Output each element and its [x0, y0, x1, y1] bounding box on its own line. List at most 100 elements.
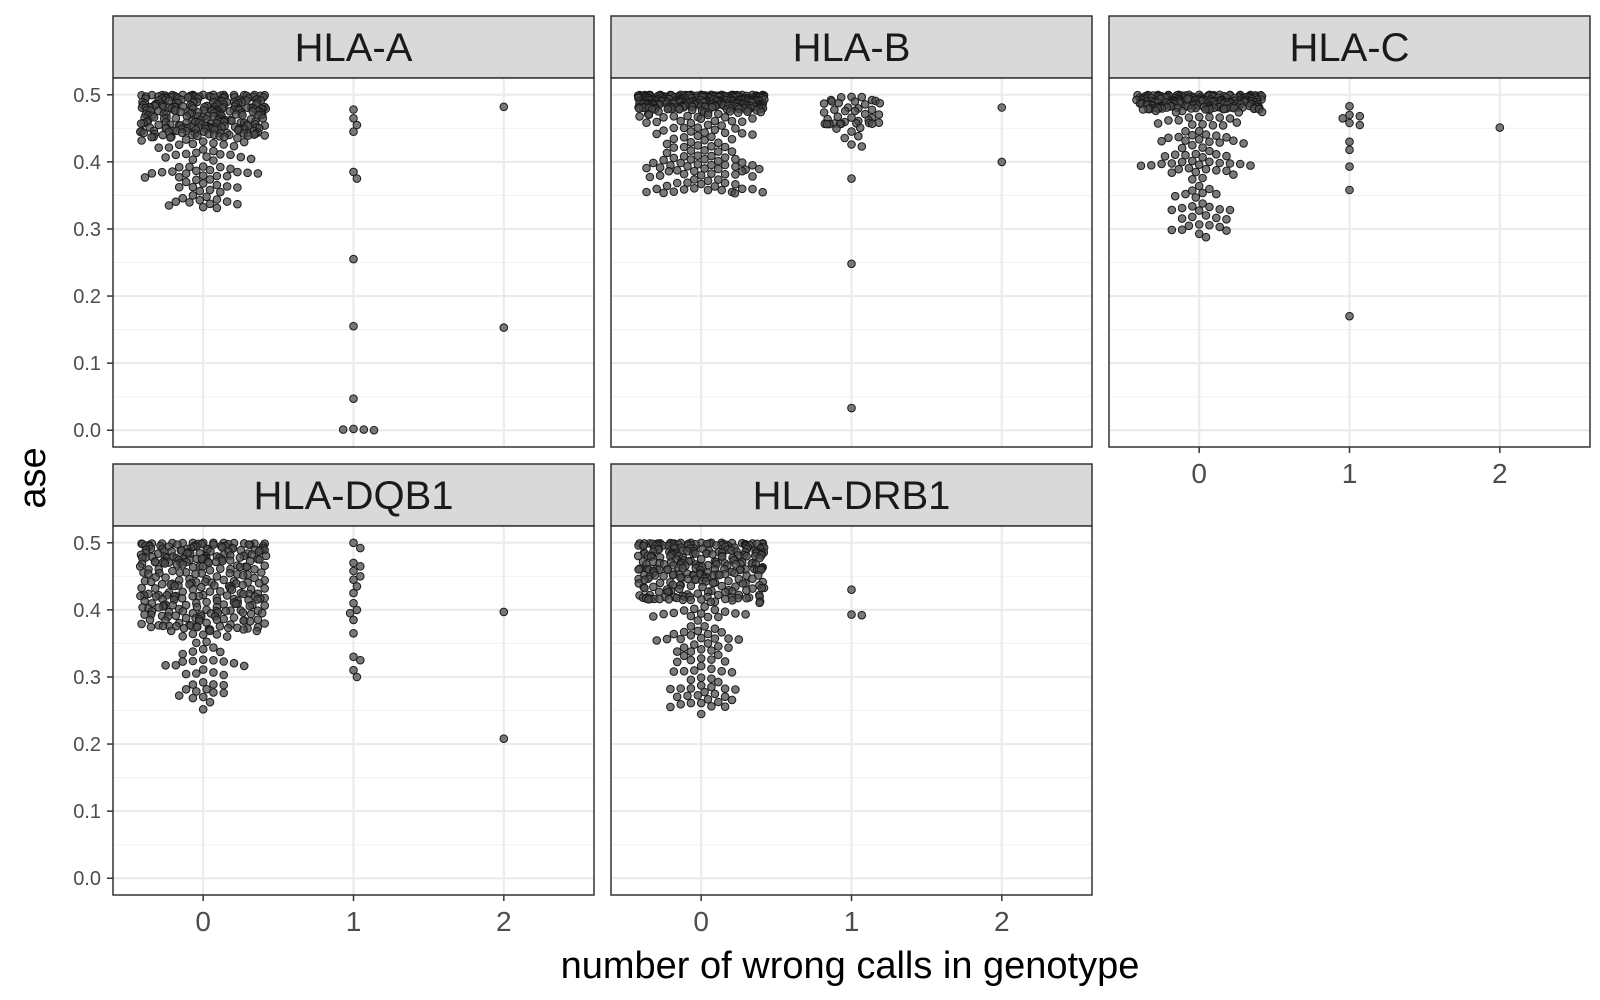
- data-point: [161, 153, 170, 162]
- data-point: [678, 563, 688, 573]
- data-point: [874, 110, 884, 119]
- data-point: [181, 177, 191, 187]
- data-point: [847, 259, 856, 269]
- data-point: [666, 684, 675, 694]
- data-point: [255, 555, 264, 564]
- data-point: [731, 685, 740, 694]
- data-point: [233, 133, 242, 143]
- data-point: [644, 595, 653, 604]
- data-point: [683, 691, 692, 701]
- data-point: [1194, 206, 1204, 215]
- data-point: [635, 112, 644, 121]
- data-point: [672, 657, 682, 667]
- data-point: [686, 631, 696, 640]
- data-point: [672, 647, 682, 656]
- data-point: [1184, 163, 1194, 173]
- data-point: [717, 581, 727, 591]
- data-point: [226, 556, 235, 565]
- x-tick-label: 1: [346, 906, 362, 937]
- data-point: [1198, 188, 1207, 198]
- data-point: [730, 188, 740, 198]
- data-point: [1205, 112, 1214, 122]
- data-point: [188, 656, 198, 666]
- data-point: [188, 139, 198, 149]
- x-tick-label: 1: [844, 906, 860, 937]
- data-point: [229, 141, 239, 151]
- data-point: [714, 138, 723, 148]
- data-point: [499, 323, 509, 332]
- data-point: [720, 607, 730, 617]
- data-point: [850, 97, 860, 106]
- data-point: [675, 105, 684, 114]
- data-point: [676, 634, 686, 644]
- data-point: [644, 110, 654, 119]
- data-point: [748, 574, 757, 584]
- data-point: [205, 165, 215, 175]
- data-point: [676, 700, 686, 709]
- data-point: [840, 106, 850, 116]
- facet-strip: [610, 463, 1093, 527]
- data-point: [260, 619, 270, 628]
- data-point: [686, 118, 696, 128]
- data-point: [755, 553, 765, 563]
- data-point: [1205, 202, 1214, 212]
- data-point: [178, 606, 188, 616]
- data-point: [226, 150, 235, 160]
- data-point: [349, 575, 358, 585]
- data-point: [707, 702, 716, 711]
- data-point: [172, 621, 181, 631]
- data-point: [1215, 205, 1224, 214]
- data-point: [1174, 132, 1183, 142]
- data-point: [209, 680, 218, 689]
- data-point: [1177, 143, 1187, 153]
- data-point: [691, 549, 700, 558]
- data-point: [181, 149, 191, 159]
- data-point: [720, 684, 730, 694]
- data-point: [710, 125, 720, 135]
- y-tick-label: 0.2: [73, 286, 101, 308]
- data-point: [686, 655, 696, 665]
- data-point: [679, 152, 689, 161]
- data-point: [720, 178, 730, 188]
- data-point: [222, 182, 232, 191]
- data-point: [724, 643, 733, 653]
- data-point: [229, 613, 239, 622]
- data-point: [640, 583, 649, 593]
- data-point: [696, 698, 706, 708]
- data-point: [679, 169, 689, 179]
- facet-hla-drb1: HLA-DRB1 0 1 2: [610, 463, 1093, 937]
- data-point: [239, 661, 249, 671]
- data-point: [717, 121, 727, 130]
- data-point: [737, 158, 747, 167]
- data-point: [242, 562, 252, 572]
- data-point: [1171, 108, 1181, 117]
- data-point: [239, 625, 248, 634]
- data-point: [1188, 202, 1197, 211]
- data-point: [161, 661, 170, 670]
- data-point: [160, 559, 170, 568]
- data-point: [875, 98, 885, 108]
- data-point: [855, 123, 865, 133]
- data-point: [1194, 160, 1204, 169]
- data-point: [188, 591, 197, 601]
- data-point: [731, 180, 740, 189]
- data-point: [696, 645, 706, 654]
- data-point: [198, 202, 208, 212]
- data-point: [655, 171, 665, 180]
- data-point: [649, 158, 658, 168]
- data-point: [669, 608, 679, 618]
- data-point: [690, 175, 699, 184]
- facet-title: HLA-DRB1: [753, 474, 951, 518]
- data-point: [198, 705, 208, 714]
- x-tick-label: 2: [496, 906, 512, 937]
- data-point: [198, 655, 208, 665]
- data-point: [642, 118, 651, 127]
- data-point: [724, 634, 733, 643]
- data-point: [174, 691, 184, 700]
- data-point: [219, 614, 228, 624]
- data-point: [1345, 118, 1354, 128]
- data-point: [710, 605, 720, 615]
- data-point: [151, 584, 160, 593]
- data-point: [349, 629, 358, 638]
- data-point: [260, 584, 270, 593]
